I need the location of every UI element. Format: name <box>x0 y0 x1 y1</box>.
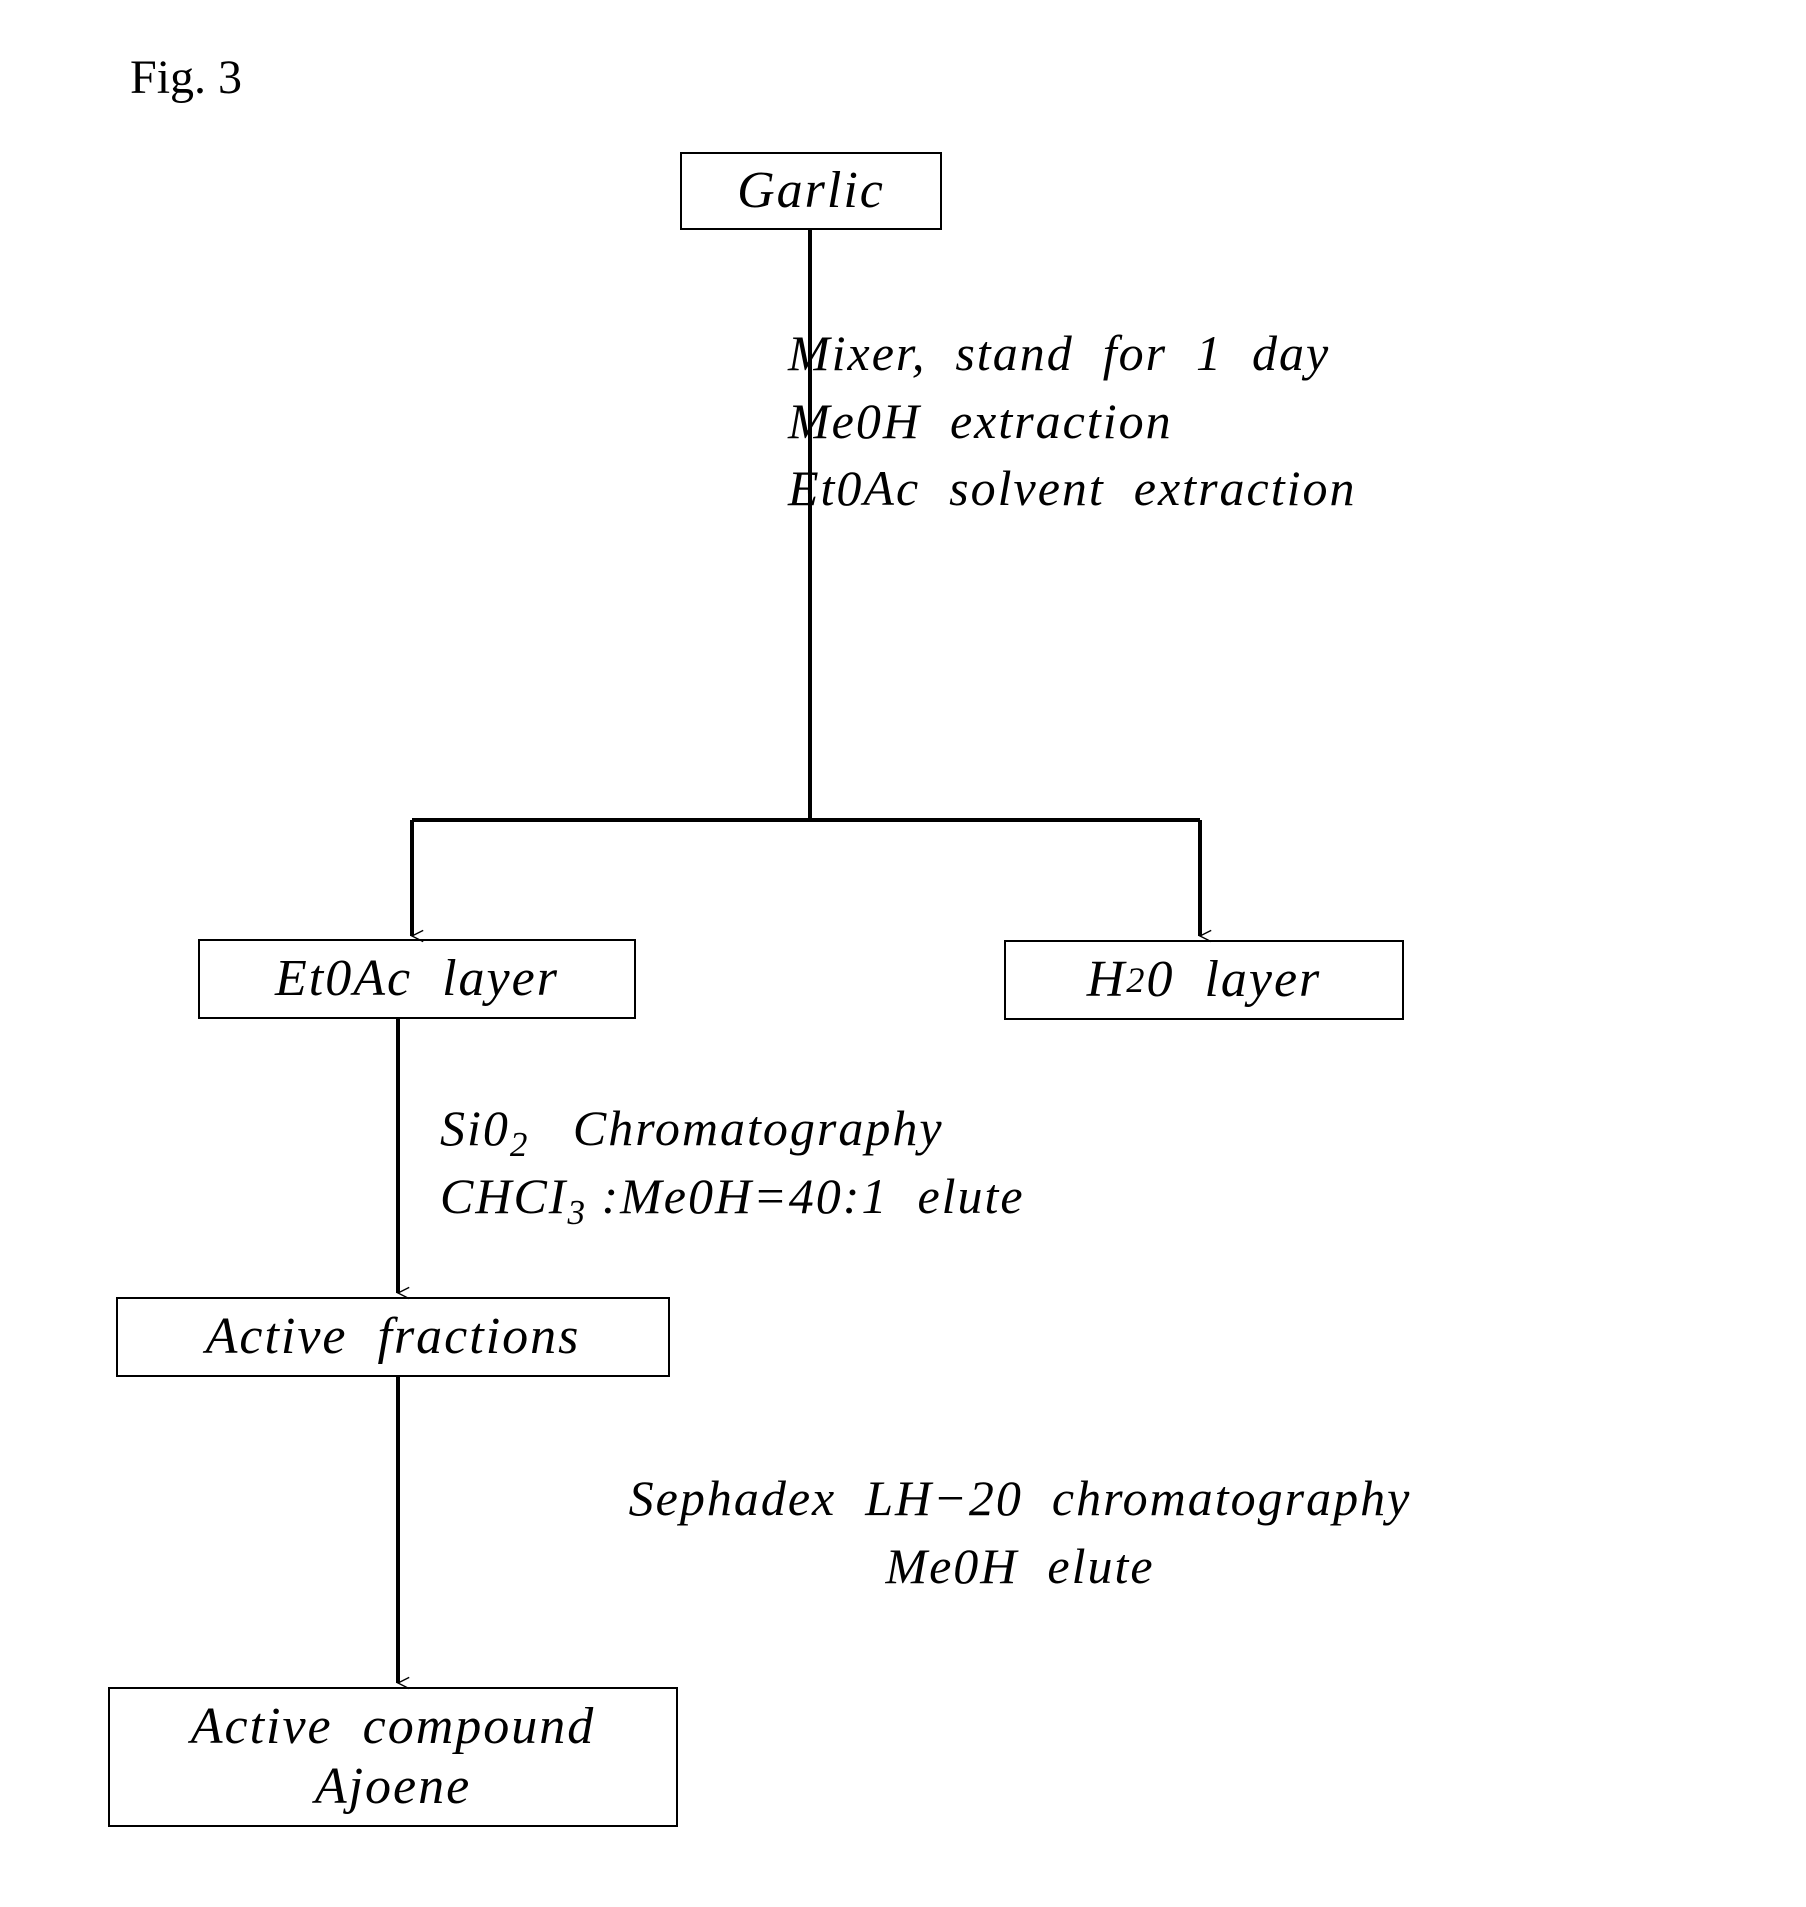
annotation-sio2: Si02 ChromatographyCHCI3 :Me0H=40:1 elut… <box>440 1095 1025 1230</box>
figure-label: Fig. 3 <box>130 50 242 105</box>
node-active-compound: Active compoundAjoene <box>108 1687 678 1827</box>
annotation-extraction: Mixer, stand for 1 dayMe0H extractionEt0… <box>788 320 1357 523</box>
node-etoac-layer: Et0Ac layer <box>198 939 636 1019</box>
node-active-fractions: Active fractions <box>116 1297 670 1377</box>
node-garlic: Garlic <box>680 152 942 230</box>
node-h2o-layer: H20 layer <box>1004 940 1404 1020</box>
annotation-sephadex: Sephadex LH−20 chromatographyMe0H elute <box>460 1465 1580 1600</box>
